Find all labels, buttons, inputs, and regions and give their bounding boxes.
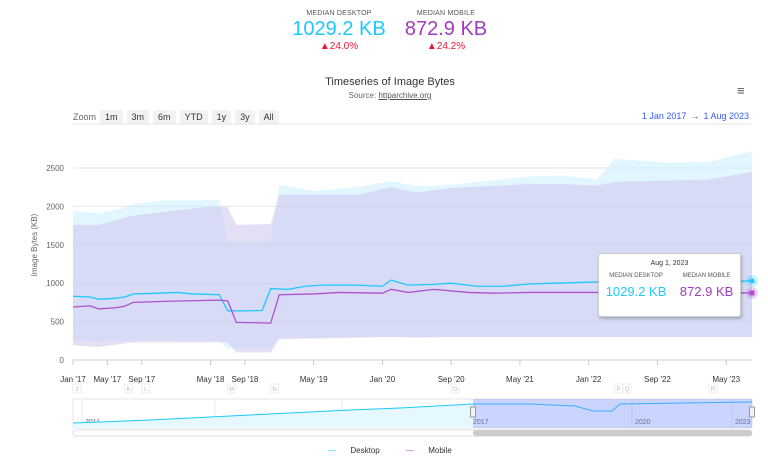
kpi-desktop-label: MEDIAN DESKTOP (306, 10, 372, 17)
line-mobile (72, 288, 753, 324)
tooltip-desktop-label: MEDIAN DESKTOP (609, 273, 663, 279)
x-tick-label: Sep '20 (438, 375, 465, 384)
line-desktop (72, 279, 753, 312)
tooltip-desktop-value: 1029.2 KB (605, 284, 667, 299)
y-tick-label: 0 (60, 356, 65, 365)
navigator-selection[interactable] (473, 399, 752, 428)
kpi-mobile-value: 872.9 KB (404, 18, 488, 40)
subtitle-prefix: Source: (348, 91, 379, 100)
tooltip-mobile-label: MEDIAN MOBILE (682, 273, 731, 279)
point-desktop (749, 278, 755, 284)
tooltip-mobile-value: 872.9 KB (679, 284, 734, 299)
annotation-label: K (127, 387, 131, 393)
annotation-flag (450, 383, 460, 394)
annotation-label: M (229, 387, 234, 393)
zoom-all-button[interactable]: All (258, 110, 279, 124)
x-tick-label: Sep '22 (644, 375, 671, 384)
range-to-input[interactable]: 1 Aug 2023 (703, 111, 749, 121)
legend-mobile[interactable]: — Mobile (406, 446, 452, 455)
kpi-desktop-value: 1029.2 KB (292, 18, 386, 40)
kpi-mobile-label: MEDIAN MOBILE (416, 10, 476, 17)
zoom-label: Zoom (73, 112, 97, 122)
x-tick-label: May '21 (506, 375, 534, 384)
source-link[interactable]: httparchive.org (378, 91, 432, 100)
annotation-label: J (76, 387, 79, 393)
navigator-year-label: 2017 (473, 419, 489, 426)
hamburger-menu-icon[interactable]: ≡ (737, 83, 745, 98)
annotation-flag (613, 383, 623, 394)
annotation-label: L (144, 387, 148, 393)
date-range: 1 Jan 2017 → 1 Aug 2023 (642, 111, 749, 121)
kpi-mobile-change: ▲24.2% (426, 41, 466, 52)
x-tick-label: Jan '20 (370, 375, 396, 384)
annotation-label: Q (625, 387, 630, 393)
tooltip-date: Aug 1, 2023 (650, 260, 689, 267)
point-mobile (749, 290, 755, 296)
navigator-handle[interactable] (749, 406, 755, 418)
chart-title: Timeseries of Image Bytes (325, 76, 455, 88)
zoom-6m-button[interactable]: 6m (153, 110, 176, 124)
annotation-flag (72, 383, 82, 394)
x-tick-label: Sep '17 (128, 375, 155, 384)
y-tick-label: 1000 (46, 279, 64, 288)
navigator-area (73, 404, 473, 428)
x-tick-label: May '17 (93, 375, 121, 384)
legend: — Desktop — Mobile (0, 446, 768, 455)
zoom-controls: Zoom 1m 3m 6m YTD 1y 3y All (73, 110, 279, 124)
legend-desktop-label: Desktop (350, 446, 380, 455)
zoom-3y-button[interactable]: 3y (235, 110, 255, 124)
annotation-flag (124, 383, 134, 394)
zoom-ytd-button[interactable]: YTD (179, 110, 208, 124)
zoom-3m-button[interactable]: 3m (126, 110, 150, 124)
kpi-mobile: MEDIAN MOBILE 872.9 KB ▲24.2% (386, 10, 506, 52)
tooltip: Aug 1, 2023 MEDIAN DESKTOP 1029.2 KB MEDI… (598, 253, 741, 317)
y-axis-label: Image Bytes (KB) (30, 213, 39, 276)
annotation-flag (227, 383, 237, 394)
annotation-flag (622, 383, 632, 394)
annotation-label: R (711, 387, 716, 393)
x-tick-label: Jan '17 (60, 375, 86, 384)
x-tick-label: May '19 (300, 375, 328, 384)
chart-subtitle: Source: httparchive.org (0, 91, 768, 100)
kpi-desktop: MEDIAN DESKTOP 1029.2 KB ▲24.0% (279, 10, 399, 52)
y-tick-label: 2500 (46, 164, 64, 173)
x-tick-label: May '23 (712, 375, 740, 384)
annotation-label: O (453, 387, 458, 393)
navigator-line (72, 401, 753, 424)
annotation-label: N (273, 387, 277, 393)
y-tick-label: 1500 (46, 241, 64, 250)
annotation-flag (270, 383, 280, 394)
navigator-year-label: 2023 (735, 419, 751, 426)
range-from-input[interactable]: 1 Jan 2017 (641, 111, 687, 121)
band-mobile (73, 171, 752, 353)
annotation-flag (708, 383, 718, 394)
navigator-handle[interactable] (470, 406, 476, 418)
kpi-desktop-change: ▲24.0% (319, 41, 359, 52)
arrow-icon: → (690, 111, 700, 121)
annotation-flag (141, 383, 151, 394)
x-tick-label: Jan '22 (576, 375, 602, 384)
legend-mobile-label: Mobile (428, 446, 452, 455)
scrollbar-thumb[interactable] (473, 430, 752, 436)
zoom-1y-button[interactable]: 1y (211, 110, 232, 124)
annotation-label: P (616, 387, 620, 393)
y-tick-label: 2000 (46, 202, 64, 211)
legend-desktop[interactable]: — Desktop (328, 446, 380, 455)
x-tick-label: Sep '18 (231, 375, 258, 384)
x-tick-label: May '18 (197, 375, 225, 384)
zoom-1m-button[interactable]: 1m (100, 110, 123, 124)
y-tick-label: 500 (51, 318, 65, 327)
navigator-year-label: 2020 (635, 419, 651, 426)
